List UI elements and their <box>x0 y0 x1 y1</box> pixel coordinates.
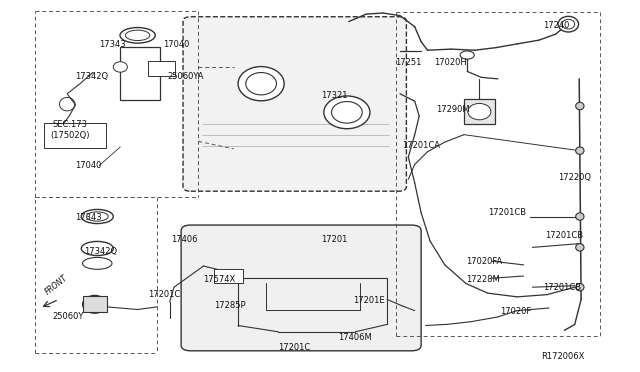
Text: 17228M: 17228M <box>466 275 500 284</box>
Text: 17040: 17040 <box>76 161 102 170</box>
Text: 25060Y: 25060Y <box>52 312 84 321</box>
Bar <box>464 99 495 124</box>
Ellipse shape <box>332 102 362 123</box>
Ellipse shape <box>125 30 150 41</box>
Ellipse shape <box>83 295 107 313</box>
Text: 17343: 17343 <box>76 213 102 222</box>
Text: 17406: 17406 <box>172 235 198 244</box>
Ellipse shape <box>81 241 113 256</box>
Text: 25060YA: 25060YA <box>168 72 204 81</box>
Ellipse shape <box>324 96 370 129</box>
Text: 17406M: 17406M <box>338 333 372 342</box>
Text: R172006X: R172006X <box>541 352 584 361</box>
Text: 17201C: 17201C <box>148 290 180 299</box>
Ellipse shape <box>81 209 113 224</box>
Ellipse shape <box>562 19 575 29</box>
Text: 17342Q: 17342Q <box>76 72 109 81</box>
Bar <box>44 123 106 148</box>
Text: 17201CA: 17201CA <box>402 141 440 150</box>
Text: 17290M: 17290M <box>436 105 470 114</box>
Ellipse shape <box>86 212 108 221</box>
Ellipse shape <box>120 28 155 43</box>
Bar <box>83 296 107 312</box>
Text: 17040: 17040 <box>163 40 189 49</box>
Ellipse shape <box>468 103 491 120</box>
Bar <box>148 61 175 76</box>
Text: 17020FA: 17020FA <box>466 257 502 266</box>
Text: 17020H: 17020H <box>434 58 467 67</box>
Text: 17343: 17343 <box>99 40 126 49</box>
Ellipse shape <box>460 51 474 59</box>
FancyBboxPatch shape <box>183 17 406 191</box>
Text: 17201CB: 17201CB <box>488 208 526 217</box>
Bar <box>214 269 243 283</box>
Text: 17240: 17240 <box>543 21 569 30</box>
Text: 17201E: 17201E <box>353 296 385 305</box>
Text: 17020F: 17020F <box>500 307 532 316</box>
Text: 17285P: 17285P <box>214 301 246 310</box>
Text: 17201C: 17201C <box>278 343 310 352</box>
FancyBboxPatch shape <box>181 225 421 351</box>
Text: 17574X: 17574X <box>204 275 236 284</box>
Text: 17251: 17251 <box>396 58 422 67</box>
Ellipse shape <box>83 257 112 269</box>
Bar <box>120 46 160 100</box>
Text: 17201CB: 17201CB <box>545 231 584 240</box>
Ellipse shape <box>576 213 584 220</box>
Text: FRONT: FRONT <box>44 273 70 296</box>
Ellipse shape <box>113 62 127 72</box>
Ellipse shape <box>238 67 284 101</box>
Text: SEC.173: SEC.173 <box>52 120 88 129</box>
Text: 17321: 17321 <box>321 92 348 100</box>
Ellipse shape <box>246 73 276 95</box>
Ellipse shape <box>576 147 584 154</box>
Text: 17201: 17201 <box>321 235 348 244</box>
Text: (17502Q): (17502Q) <box>50 131 90 140</box>
Text: 17220Q: 17220Q <box>558 173 591 182</box>
Text: 17201CB: 17201CB <box>543 283 581 292</box>
Ellipse shape <box>576 102 584 110</box>
Ellipse shape <box>576 244 584 251</box>
Ellipse shape <box>576 283 584 291</box>
Ellipse shape <box>558 16 579 32</box>
Text: 17342Q: 17342Q <box>84 247 118 256</box>
